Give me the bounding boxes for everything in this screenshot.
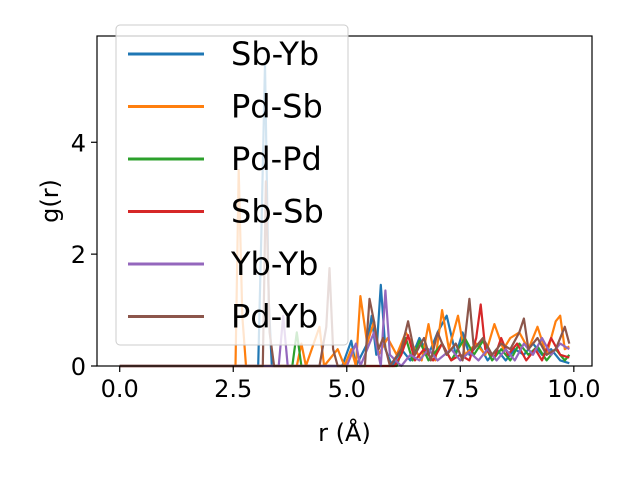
y-axis-title: g(r) <box>36 179 64 223</box>
x-tick-label: 0.0 <box>101 375 139 403</box>
legend-label: Pd-Pd <box>231 140 322 178</box>
x-axis: 0.0 2.5 5.0 7.5 10.0 <box>101 366 601 403</box>
y-axis: 0 2 4 <box>71 129 97 381</box>
legend-label: Pd-Yb <box>231 298 318 336</box>
legend: Sb-Yb Pd-Sb Pd-Pd Sb-Sb Yb-Yb Pd-Yb <box>115 24 349 346</box>
legend-label: Yb-Yb <box>230 245 318 283</box>
y-tick-label: 0 <box>71 353 86 381</box>
y-tick-label: 4 <box>71 129 86 157</box>
x-tick-label: 7.5 <box>441 375 479 403</box>
x-tick-label: 10.0 <box>547 375 600 403</box>
legend-label: Sb-Yb <box>231 35 319 73</box>
legend-label: Pd-Sb <box>231 88 323 126</box>
legend-label: Sb-Sb <box>231 193 324 231</box>
x-axis-title: r (Å) <box>318 418 371 447</box>
y-tick-label: 2 <box>71 241 86 269</box>
x-tick-label: 5.0 <box>328 375 366 403</box>
x-tick-label: 2.5 <box>214 375 252 403</box>
